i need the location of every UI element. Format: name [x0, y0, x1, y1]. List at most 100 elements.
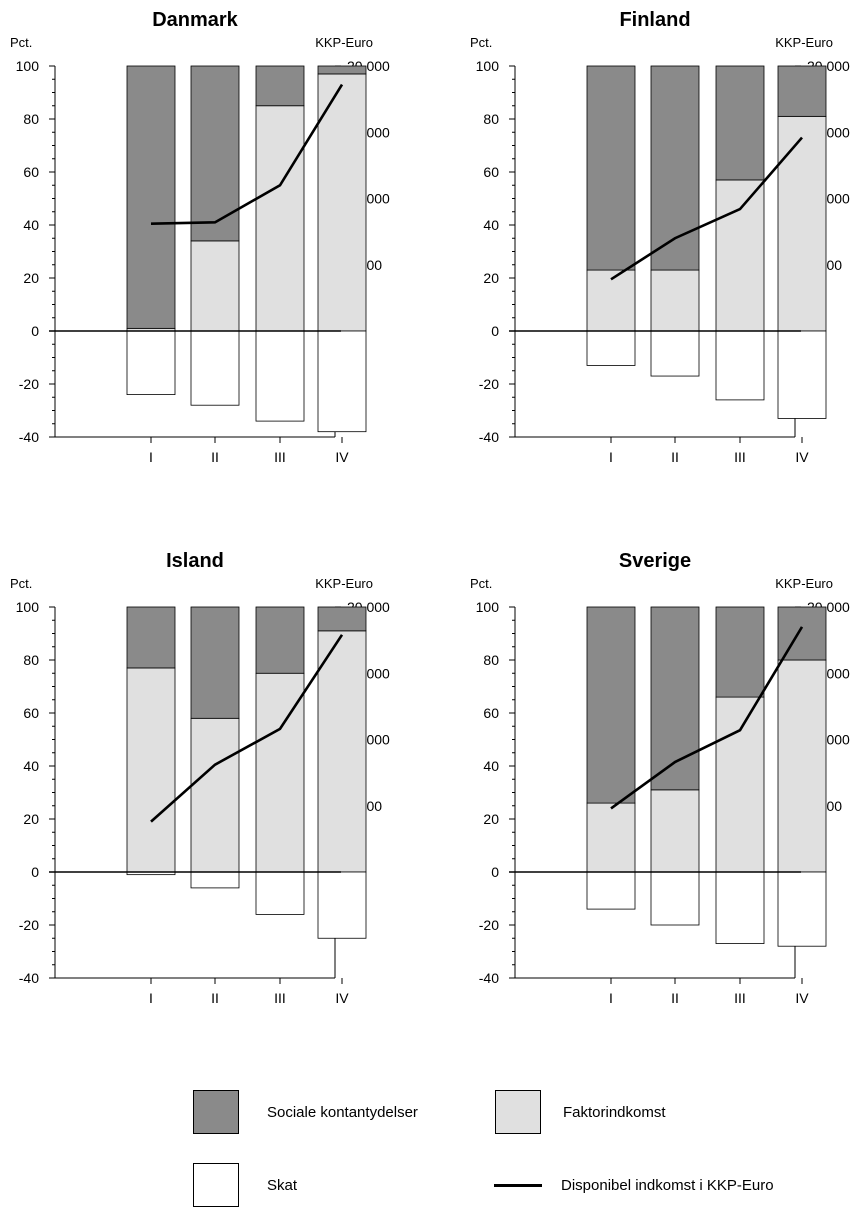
bar-skat: [255, 330, 305, 422]
left-tick-label: 0: [491, 323, 499, 339]
bar-faktorindkomst: [650, 269, 700, 332]
left-axis-label: Pct.: [10, 35, 32, 50]
x-tick-label: II: [211, 990, 219, 1006]
bar-sociale-kontantydelser: [255, 65, 305, 107]
bar-faktorindkomst: [190, 717, 240, 873]
line-disponibel-indkomst: [610, 626, 804, 810]
left-tick-label: 80: [483, 111, 499, 127]
x-tick-label: III: [734, 449, 746, 465]
left-tick-label: 0: [31, 323, 39, 339]
bar-faktorindkomst: [317, 630, 367, 873]
bar-skat: [190, 871, 240, 889]
bar-faktorindkomst: [317, 73, 367, 332]
bar-sociale-kontantydelser: [650, 65, 700, 271]
left-tick-label: 0: [491, 864, 499, 880]
right-axis-label: KKP-Euro: [775, 35, 833, 50]
bar-skat: [586, 871, 636, 910]
bar-faktorindkomst: [777, 115, 827, 332]
left-tick-label: 80: [23, 652, 39, 668]
left-tick-label: 20: [483, 811, 499, 827]
left-tick-label: 20: [23, 811, 39, 827]
chart-title: Island: [166, 550, 224, 572]
left-axis-label: Pct.: [10, 576, 32, 591]
bar-faktorindkomst: [586, 269, 636, 332]
x-tick-label: III: [734, 990, 746, 1006]
bar-sociale-kontantydelser: [126, 606, 176, 669]
bar-skat: [586, 330, 636, 366]
bar-skat: [126, 330, 176, 395]
bar-skat: [650, 871, 700, 926]
x-tick-label: II: [211, 449, 219, 465]
left-tick-label: 40: [23, 758, 39, 774]
bar-sociale-kontantydelser: [715, 65, 765, 181]
right-axis-label: KKP-Euro: [775, 576, 833, 591]
left-tick-label: -40: [479, 429, 499, 445]
line-disponibel-indkomst: [150, 634, 344, 823]
left-tick-label: -40: [479, 970, 499, 986]
left-tick-label: -40: [19, 429, 39, 445]
x-tick-label: IV: [795, 449, 809, 465]
bar-sociale-kontantydelser: [317, 65, 367, 75]
x-tick-label: I: [149, 449, 153, 465]
bar-skat: [255, 871, 305, 915]
left-tick-label: 100: [16, 58, 40, 74]
left-tick-label: 40: [483, 217, 499, 233]
bar-sociale-kontantydelser: [586, 65, 636, 271]
x-tick-label: IV: [335, 990, 349, 1006]
bar-skat: [715, 871, 765, 944]
bar-sociale-kontantydelser: [586, 606, 636, 804]
bar-skat: [317, 871, 367, 939]
left-tick-label: 80: [483, 652, 499, 668]
left-tick-label: 0: [31, 864, 39, 880]
bar-faktorindkomst: [715, 179, 765, 332]
left-tick-label: -20: [479, 376, 499, 392]
x-tick-label: IV: [795, 990, 809, 1006]
left-tick-label: -20: [19, 917, 39, 933]
chart-title: Danmark: [152, 9, 238, 31]
bar-sociale-kontantydelser: [317, 606, 367, 632]
bar-sociale-kontantydelser: [126, 65, 176, 329]
left-tick-label: 60: [23, 705, 39, 721]
left-tick-label: 60: [483, 705, 499, 721]
bar-faktorindkomst: [715, 696, 765, 873]
x-tick-label: I: [609, 990, 613, 1006]
right-axis-label: KKP-Euro: [315, 35, 373, 50]
left-tick-label: 40: [483, 758, 499, 774]
left-tick-label: 100: [16, 599, 40, 615]
x-tick-label: IV: [335, 449, 349, 465]
bar-skat: [317, 330, 367, 433]
bar-faktorindkomst: [190, 240, 240, 332]
bar-skat: [777, 871, 827, 947]
left-tick-label: -20: [479, 917, 499, 933]
chart-title: Sverige: [619, 550, 691, 572]
bar-skat: [190, 330, 240, 406]
line-disponibel-indkomst: [150, 83, 344, 225]
bar-faktorindkomst: [126, 667, 176, 873]
x-tick-label: I: [609, 449, 613, 465]
bar-sociale-kontantydelser: [190, 606, 240, 719]
left-tick-label: 40: [23, 217, 39, 233]
left-tick-label: -20: [19, 376, 39, 392]
chart-title: Finland: [619, 9, 690, 31]
bar-sociale-kontantydelser: [777, 65, 827, 117]
bar-sociale-kontantydelser: [777, 606, 827, 661]
x-tick-label: II: [671, 990, 679, 1006]
left-tick-label: 100: [476, 599, 500, 615]
bar-sociale-kontantydelser: [255, 606, 305, 674]
x-tick-label: III: [274, 449, 286, 465]
bar-faktorindkomst: [650, 789, 700, 873]
left-tick-label: 80: [23, 111, 39, 127]
bar-sociale-kontantydelser: [190, 65, 240, 242]
left-axis-label: Pct.: [470, 576, 492, 591]
bar-faktorindkomst: [255, 105, 305, 332]
x-tick-label: I: [149, 990, 153, 1006]
left-tick-label: -40: [19, 970, 39, 986]
bar-skat: [777, 330, 827, 419]
left-tick-label: 20: [23, 270, 39, 286]
bar-skat: [650, 330, 700, 377]
